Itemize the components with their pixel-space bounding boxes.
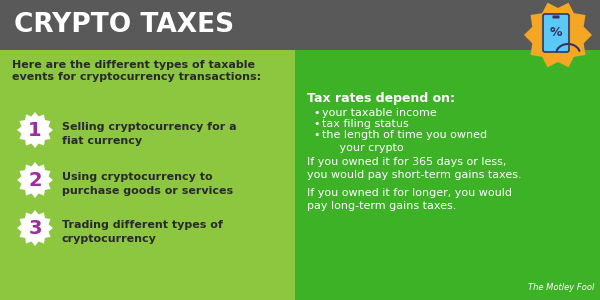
- FancyBboxPatch shape: [295, 50, 600, 300]
- FancyBboxPatch shape: [543, 14, 569, 52]
- Text: The Motley Fool: The Motley Fool: [527, 283, 594, 292]
- Polygon shape: [17, 162, 53, 198]
- Text: your taxable income: your taxable income: [322, 108, 437, 118]
- Text: 2: 2: [28, 170, 42, 190]
- Text: •: •: [313, 108, 320, 118]
- Text: you would pay short-term gains taxes.: you would pay short-term gains taxes.: [307, 170, 521, 180]
- Text: 1: 1: [28, 121, 42, 140]
- Polygon shape: [17, 210, 53, 246]
- Text: •: •: [313, 130, 320, 140]
- Text: pay long-term gains taxes.: pay long-term gains taxes.: [307, 201, 457, 211]
- Text: %: %: [550, 26, 562, 38]
- Text: If you owned it for longer, you would: If you owned it for longer, you would: [307, 188, 512, 198]
- Text: the length of time you owned
     your crypto: the length of time you owned your crypto: [322, 130, 487, 153]
- Text: events for cryptocurrency transactions:: events for cryptocurrency transactions:: [12, 72, 261, 82]
- FancyBboxPatch shape: [0, 0, 600, 50]
- Text: If you owned it for 365 days or less,: If you owned it for 365 days or less,: [307, 157, 506, 167]
- Text: tax filing status: tax filing status: [322, 119, 409, 129]
- Text: Using cryptocurrency to
purchase goods or services: Using cryptocurrency to purchase goods o…: [62, 172, 233, 196]
- Text: Tax rates depend on:: Tax rates depend on:: [307, 92, 455, 105]
- Text: 3: 3: [28, 218, 42, 238]
- Polygon shape: [524, 3, 592, 67]
- Text: Here are the different types of taxable: Here are the different types of taxable: [12, 60, 255, 70]
- FancyBboxPatch shape: [0, 50, 295, 300]
- Text: CRYPTO TAXES: CRYPTO TAXES: [14, 12, 234, 38]
- Text: Trading different types of
cryptocurrency: Trading different types of cryptocurrenc…: [62, 220, 223, 244]
- Text: Selling cryptocurrency for a
fiat currency: Selling cryptocurrency for a fiat curren…: [62, 122, 236, 146]
- Text: •: •: [313, 119, 320, 129]
- Polygon shape: [17, 112, 53, 148]
- FancyBboxPatch shape: [553, 16, 560, 19]
